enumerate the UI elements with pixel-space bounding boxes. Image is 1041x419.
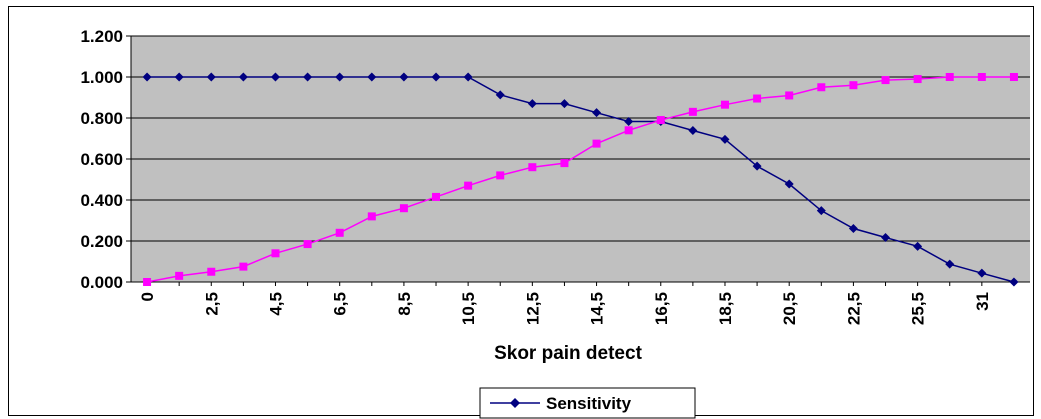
data-point-diamond — [142, 72, 152, 82]
data-point-diamond — [881, 233, 891, 243]
x-tick-label: 31 — [973, 292, 992, 311]
x-tick-label: 4,5 — [266, 292, 285, 316]
data-point-diamond — [913, 241, 923, 251]
x-tick-label: 25,5 — [909, 292, 928, 325]
data-point-square — [688, 107, 697, 116]
data-point-diamond — [720, 134, 730, 144]
data-point-diamond — [688, 126, 698, 136]
x-tick-label: 16,5 — [652, 292, 671, 325]
series-line-1 — [146, 76, 1014, 283]
y-axis-ticks: 0.000 0.200 0.400 0.600 0.800 1.000 1.200 — [80, 27, 123, 292]
data-point-square — [367, 212, 376, 221]
data-point-square — [271, 249, 280, 258]
x-tick-label: 18,5 — [716, 292, 735, 325]
data-point-diamond — [977, 268, 987, 278]
y-tick-label: 1.200 — [80, 27, 123, 46]
data-point-diamond — [335, 72, 345, 82]
x-axis-title: Skor pain detect — [494, 343, 642, 364]
data-point-diamond — [624, 116, 634, 126]
data-point-square — [399, 204, 408, 213]
x-tick-label: 2,5 — [202, 292, 221, 316]
data-point-square — [881, 76, 890, 85]
data-point-diamond — [270, 72, 280, 82]
data-point-square — [239, 262, 248, 271]
data-point-square — [913, 75, 922, 84]
data-point-diamond — [399, 72, 409, 82]
data-point-diamond — [206, 72, 216, 82]
data-point-square — [335, 228, 344, 237]
data-point-square — [945, 73, 954, 81]
data-point-square — [592, 139, 601, 148]
data-point-diamond — [592, 108, 602, 118]
x-tick-label: 12,5 — [523, 292, 542, 325]
data-point-square — [496, 171, 505, 180]
data-point-square — [1009, 73, 1018, 81]
data-point-diamond — [816, 206, 826, 216]
data-point-diamond — [945, 259, 955, 269]
y-tick-label: 0.600 — [80, 150, 123, 169]
y-tick-label: 0.800 — [80, 109, 123, 128]
data-point-diamond — [784, 179, 794, 189]
data-point-square — [624, 126, 633, 135]
data-point-square — [753, 94, 762, 103]
y-tick-label: 0.400 — [80, 191, 123, 210]
data-point-square — [560, 159, 569, 168]
data-point-square — [785, 91, 794, 100]
data-point-diamond — [527, 99, 537, 109]
x-tick-label: 14,5 — [588, 292, 607, 325]
data-point-diamond — [367, 72, 377, 82]
data-point-diamond — [238, 72, 248, 82]
y-tick-label: 0.000 — [80, 273, 123, 292]
y-tick-label: 0.200 — [80, 232, 123, 251]
data-point-diamond — [463, 72, 473, 82]
data-point-diamond — [303, 72, 313, 82]
legend: Sensitivity — [479, 387, 696, 419]
data-point-diamond — [752, 161, 762, 171]
data-point-square — [143, 278, 152, 286]
data-point-square — [432, 192, 441, 201]
data-point-diamond — [1009, 277, 1019, 287]
x-tick-label: 0 — [138, 292, 157, 301]
x-tick-label: 22,5 — [844, 292, 863, 325]
legend-label-sensitivity: Sensitivity — [546, 394, 632, 413]
data-point-square — [528, 163, 537, 172]
legend-marker-diamond — [510, 398, 520, 408]
x-tick-label: 20,5 — [780, 292, 799, 325]
series-line-0 — [147, 76, 1015, 283]
data-point-square — [656, 116, 665, 125]
data-point-square — [977, 73, 986, 81]
data-point-square — [849, 81, 858, 90]
x-tick-label: 8,5 — [395, 292, 414, 316]
x-tick-label: 6,5 — [331, 292, 350, 316]
data-point-square — [207, 267, 216, 276]
data-point-diamond — [174, 72, 184, 82]
y-tick-label: 1.000 — [80, 68, 123, 87]
data-point-square — [817, 83, 826, 92]
data-point-diamond — [431, 72, 441, 82]
data-point-square — [720, 100, 729, 109]
data-point-diamond — [559, 99, 569, 109]
x-tick-label: 10,5 — [459, 292, 478, 325]
data-point-diamond — [495, 90, 505, 100]
data-point-square — [464, 181, 473, 190]
data-point-diamond — [848, 223, 858, 233]
data-point-square — [175, 271, 184, 280]
data-point-square — [303, 240, 312, 249]
x-axis-ticks: 0 2,5 4,5 6,5 8,5 10,5 12,5 14,5 16,5 18,5 20,5 22,… — [138, 282, 1015, 325]
series-layer — [142, 72, 1019, 287]
